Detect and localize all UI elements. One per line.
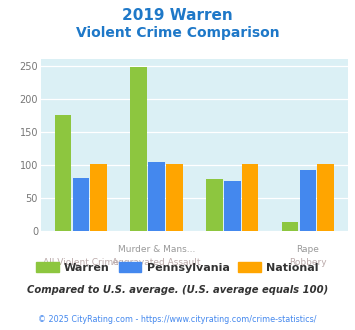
Bar	[130, 67, 147, 231]
Text: Robbery: Robbery	[289, 258, 327, 267]
Text: All Violent Crime: All Violent Crime	[43, 258, 119, 267]
Legend: Warren, Pennsylvania, National: Warren, Pennsylvania, National	[32, 258, 323, 278]
Bar	[90, 164, 107, 231]
Bar	[72, 178, 89, 231]
Bar	[166, 164, 182, 231]
Text: Murder & Mans...: Murder & Mans...	[118, 245, 195, 254]
Bar	[206, 179, 223, 231]
Bar	[317, 164, 334, 231]
Text: Violent Crime Comparison: Violent Crime Comparison	[76, 26, 279, 40]
Text: Rape: Rape	[296, 245, 319, 254]
Bar	[282, 222, 299, 231]
Text: 2019 Warren: 2019 Warren	[122, 8, 233, 23]
Text: © 2025 CityRating.com - https://www.cityrating.com/crime-statistics/: © 2025 CityRating.com - https://www.city…	[38, 315, 317, 324]
Text: Compared to U.S. average. (U.S. average equals 100): Compared to U.S. average. (U.S. average …	[27, 285, 328, 295]
Text: Aggravated Assault: Aggravated Assault	[112, 258, 201, 267]
Bar	[148, 162, 165, 231]
Bar	[224, 181, 240, 231]
Bar	[55, 115, 71, 231]
Bar	[242, 164, 258, 231]
Bar	[300, 170, 316, 231]
